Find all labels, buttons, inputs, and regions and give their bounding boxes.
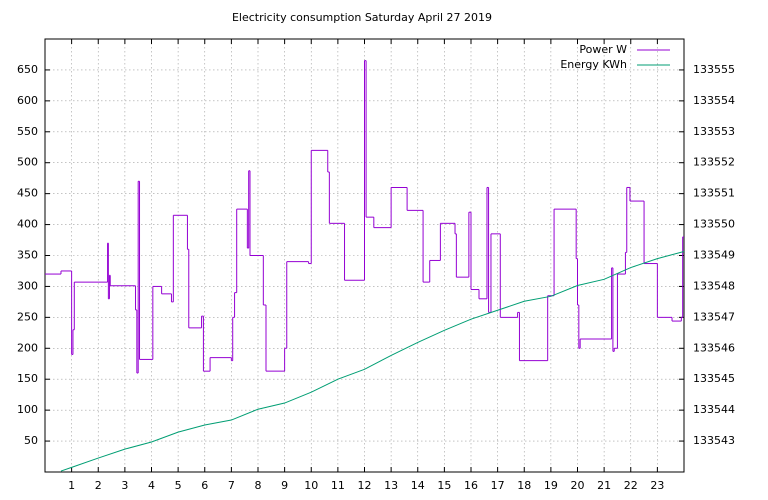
y-tick-label: 500 bbox=[17, 156, 38, 169]
x-tick-label: 9 bbox=[281, 479, 288, 492]
y2-tick-label: 133543 bbox=[693, 434, 735, 447]
y2-tick-label: 133555 bbox=[693, 63, 735, 76]
y-tick-label: 200 bbox=[17, 341, 38, 354]
energy-line bbox=[60, 250, 685, 472]
x-tick-label: 10 bbox=[304, 479, 318, 492]
y2-tick-label: 133547 bbox=[693, 310, 735, 323]
y2-tick-label: 133546 bbox=[693, 341, 735, 354]
x-tick-label: 21 bbox=[597, 479, 611, 492]
y-tick-label: 250 bbox=[17, 310, 38, 323]
plot-frame bbox=[44, 38, 685, 473]
y2-tick-label: 133549 bbox=[693, 249, 735, 262]
y-tick-label: 50 bbox=[24, 434, 38, 447]
x-tick-label: 12 bbox=[358, 479, 372, 492]
x-tick-label: 15 bbox=[437, 479, 451, 492]
y2-tick-label: 133554 bbox=[693, 94, 735, 107]
x-tick-label: 2 bbox=[95, 479, 102, 492]
x-tick-label: 20 bbox=[571, 479, 585, 492]
y-tick-label: 150 bbox=[17, 372, 38, 385]
x-tick-label: 4 bbox=[148, 479, 155, 492]
y2-tick-label: 133552 bbox=[693, 156, 735, 169]
legend-label: Energy KWh bbox=[560, 58, 627, 71]
x-tick-label: 23 bbox=[650, 479, 664, 492]
x-tick-label: 18 bbox=[517, 479, 531, 492]
x-tick-label: 14 bbox=[411, 479, 425, 492]
x-tick-label: 5 bbox=[175, 479, 182, 492]
y-tick-label: 350 bbox=[17, 249, 38, 262]
y-tick-label: 650 bbox=[17, 63, 38, 76]
x-tick-label: 19 bbox=[544, 479, 558, 492]
x-tick-label: 11 bbox=[331, 479, 345, 492]
y2-tick-label: 133548 bbox=[693, 279, 735, 292]
x-tick-label: 22 bbox=[624, 479, 638, 492]
y-tick-label: 450 bbox=[17, 187, 38, 200]
y2-tick-label: 133545 bbox=[693, 372, 735, 385]
x-tick-label: 1 bbox=[68, 479, 75, 492]
x-tick-label: 3 bbox=[121, 479, 128, 492]
x-tick-label: 7 bbox=[228, 479, 235, 492]
x-tick-label: 16 bbox=[464, 479, 478, 492]
x-tick-label: 17 bbox=[491, 479, 505, 492]
y2-tick-label: 133544 bbox=[693, 403, 735, 416]
y-tick-label: 550 bbox=[17, 125, 38, 138]
y-tick-label: 100 bbox=[17, 403, 38, 416]
legend-label: Power W bbox=[579, 43, 627, 56]
y-tick-label: 300 bbox=[17, 279, 38, 292]
y2-tick-label: 133550 bbox=[693, 218, 735, 231]
chart-title: Electricity consumption Saturday April 2… bbox=[232, 11, 492, 24]
x-tick-label: 6 bbox=[201, 479, 208, 492]
x-tick-label: 8 bbox=[255, 479, 262, 492]
y2-tick-label: 133551 bbox=[693, 187, 735, 200]
y2-tick-label: 133553 bbox=[693, 125, 735, 138]
y-tick-label: 400 bbox=[17, 218, 38, 231]
x-tick-label: 13 bbox=[384, 479, 398, 492]
y-tick-label: 600 bbox=[17, 94, 38, 107]
